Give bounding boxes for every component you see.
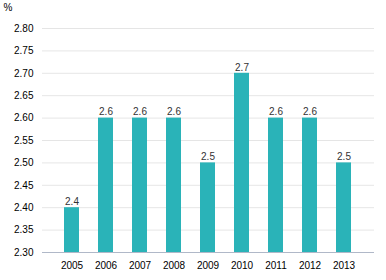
svg-text:2011: 2011 xyxy=(265,260,287,271)
svg-text:%: % xyxy=(4,2,13,13)
svg-text:2.55: 2.55 xyxy=(14,135,34,146)
svg-text:2.80: 2.80 xyxy=(14,23,34,34)
svg-text:2009: 2009 xyxy=(197,260,220,271)
svg-text:2005: 2005 xyxy=(61,260,84,271)
svg-text:2.35: 2.35 xyxy=(14,224,34,235)
svg-text:2.30: 2.30 xyxy=(14,247,34,258)
svg-text:2.60: 2.60 xyxy=(14,112,34,123)
svg-text:2.6: 2.6 xyxy=(133,106,147,117)
svg-text:2.6: 2.6 xyxy=(303,106,317,117)
svg-text:2.50: 2.50 xyxy=(14,157,34,168)
svg-text:2.6: 2.6 xyxy=(269,106,283,117)
svg-text:2.45: 2.45 xyxy=(14,180,34,191)
svg-text:2.40: 2.40 xyxy=(14,202,34,213)
svg-text:2010: 2010 xyxy=(231,260,254,271)
svg-text:2.70: 2.70 xyxy=(14,68,34,79)
svg-text:2006: 2006 xyxy=(95,260,118,271)
svg-text:2012: 2012 xyxy=(299,260,322,271)
svg-text:2.75: 2.75 xyxy=(14,45,34,56)
svg-text:2.6: 2.6 xyxy=(99,106,113,117)
svg-text:2.4: 2.4 xyxy=(65,196,79,207)
svg-text:2007: 2007 xyxy=(129,260,152,271)
svg-text:2013: 2013 xyxy=(333,260,356,271)
svg-text:2.65: 2.65 xyxy=(14,90,34,101)
svg-text:2008: 2008 xyxy=(163,260,186,271)
svg-text:2.7: 2.7 xyxy=(235,62,249,73)
svg-text:2.5: 2.5 xyxy=(337,151,351,162)
svg-text:2.5: 2.5 xyxy=(201,151,215,162)
svg-text:2.6: 2.6 xyxy=(167,106,181,117)
